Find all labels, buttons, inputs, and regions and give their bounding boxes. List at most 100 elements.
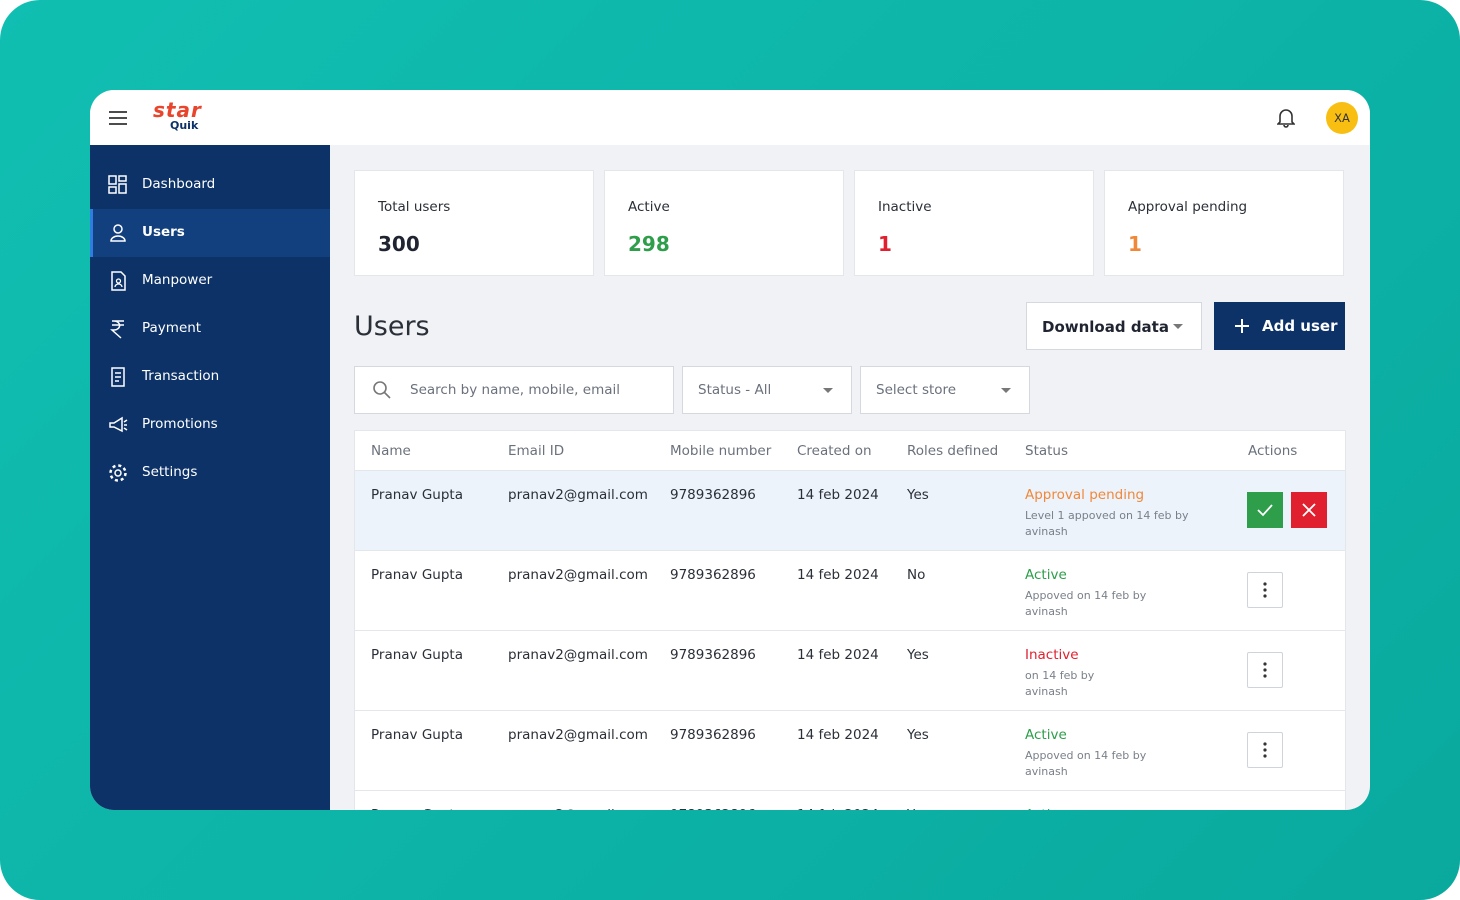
download-button[interactable]: Download data	[1026, 302, 1202, 350]
kebab-icon	[1263, 662, 1267, 678]
approve-button[interactable]	[1247, 492, 1283, 528]
status-filter[interactable]: Status - All	[682, 366, 852, 414]
cell-created: 14 feb 2024	[797, 567, 879, 583]
nav-icon	[109, 464, 127, 482]
cell-name: Pranav Gupta	[371, 727, 463, 743]
cell-created: 14 feb 2024	[797, 487, 879, 503]
caret	[1001, 388, 1011, 393]
nav-item[interactable]: Settings	[90, 449, 330, 497]
users-table: Name Email ID Mobile number Created on Roles…	[354, 430, 1346, 810]
status-note: Appoved on 14 feb by	[1025, 589, 1147, 602]
column-header: Mobile number	[670, 443, 772, 459]
reject-button[interactable]	[1291, 492, 1327, 528]
cell-mobile: 9789362896	[670, 567, 756, 583]
table-row: Pranav Gupta pranav2@gmail.com 9789362896 1…	[355, 790, 1345, 810]
stat-value: 300	[378, 232, 420, 256]
stat-label: Active	[628, 199, 670, 215]
stat-card: Approval pending 1	[1104, 170, 1344, 276]
stat-card: Inactive 1	[854, 170, 1094, 276]
cell-status: Active	[1025, 807, 1067, 810]
cell-email: pranav2@gmail.com	[508, 567, 648, 583]
top-bar: star Quik XA	[90, 90, 1370, 145]
table-row: Pranav Gupta pranav2@gmail.com 9789362896 1…	[355, 630, 1345, 711]
column-header: Created on	[797, 443, 872, 459]
cross-icon	[1302, 503, 1316, 517]
cell-roles: No	[907, 567, 926, 583]
status-note: avinash	[1025, 525, 1068, 538]
status-note: avinash	[1025, 765, 1068, 778]
search-input[interactable]: Search by name, mobile, email	[354, 366, 674, 414]
download-label: Download data	[1042, 318, 1169, 336]
stat-value: 1	[878, 232, 892, 256]
nav-item[interactable]: Dashboard	[90, 161, 330, 209]
cell-mobile: 9789362896	[670, 487, 756, 503]
store-filter[interactable]: Select store	[860, 366, 1030, 414]
nav-item[interactable]: Manpower	[90, 257, 330, 305]
stat-card: Total users 300	[354, 170, 594, 276]
nav-label: Settings	[142, 464, 198, 480]
nav-icon	[109, 416, 128, 433]
page-title: Users	[354, 311, 430, 342]
status-note: on 14 feb by	[1025, 669, 1095, 682]
cell-name: Pranav Gupta	[371, 567, 463, 583]
avatar[interactable]: XA	[1326, 102, 1358, 134]
more-button[interactable]	[1247, 732, 1283, 768]
column-header: Actions	[1248, 443, 1298, 459]
more-button[interactable]	[1247, 652, 1283, 688]
nav-item[interactable]: Users	[90, 209, 330, 257]
table-row: Pranav Gupta pranav2@gmail.com 9789362896 1…	[355, 470, 1345, 551]
logo-top: star	[153, 98, 202, 122]
cell-mobile: 9789362896	[670, 647, 756, 663]
cell-email: pranav2@gmail.com	[508, 487, 648, 503]
add-user-button[interactable]: Add user	[1214, 302, 1345, 350]
stat-value: 298	[628, 232, 670, 256]
nav-icon	[111, 367, 125, 387]
column-header: Email ID	[508, 443, 565, 459]
cell-roles: Yes	[907, 807, 929, 810]
cell-status: Inactive	[1025, 647, 1079, 663]
column-header: Roles defined	[907, 443, 999, 459]
caret	[823, 388, 833, 393]
status-note: Appoved on 14 feb by	[1025, 749, 1147, 762]
cell-email: pranav2@gmail.com	[508, 807, 648, 810]
cell-mobile: 9789362896	[670, 807, 756, 810]
status-filter-label: Status - All	[698, 382, 772, 398]
menu-icon[interactable]	[109, 111, 127, 125]
nav-item[interactable]: Payment	[90, 305, 330, 353]
more-button[interactable]	[1247, 572, 1283, 608]
table-row: Pranav Gupta pranav2@gmail.com 9789362896 1…	[355, 710, 1345, 791]
status-note: avinash	[1025, 605, 1068, 618]
search-icon	[373, 381, 391, 399]
cell-status: Active	[1025, 727, 1067, 743]
stat-value: 1	[1128, 232, 1142, 256]
app-window: star Quik XA Dashboard Users Manpower Payme…	[90, 90, 1370, 810]
nav-item[interactable]: Promotions	[90, 401, 330, 449]
plus-icon	[1235, 319, 1249, 333]
stat-label: Inactive	[878, 199, 932, 215]
nav-icon	[111, 271, 126, 291]
column-header: Name	[371, 443, 411, 459]
caret	[1173, 324, 1183, 329]
nav-label: Users	[142, 224, 185, 240]
cell-created: 14 feb 2024	[797, 647, 879, 663]
add-user-label: Add user	[1262, 317, 1338, 335]
stat-card: Active 298	[604, 170, 844, 276]
nav-label: Transaction	[142, 368, 220, 384]
column-header: Status	[1025, 443, 1069, 459]
cell-email: pranav2@gmail.com	[508, 727, 648, 743]
nav-icon	[110, 320, 124, 339]
cell-name: Pranav Gupta	[371, 807, 463, 810]
cell-name: Pranav Gupta	[371, 647, 463, 663]
cell-roles: Yes	[907, 487, 929, 503]
nav-item[interactable]: Transaction	[90, 353, 330, 401]
nav-label: Dashboard	[142, 176, 216, 192]
store-filter-label: Select store	[876, 382, 957, 398]
stat-label: Approval pending	[1128, 199, 1248, 215]
kebab-icon	[1263, 742, 1267, 758]
stat-label: Total users	[378, 199, 451, 215]
cell-mobile: 9789362896	[670, 727, 756, 743]
bell-icon[interactable]	[1277, 108, 1295, 128]
cell-email: pranav2@gmail.com	[508, 647, 648, 663]
cell-status: Active	[1025, 567, 1067, 583]
status-note: avinash	[1025, 685, 1068, 698]
